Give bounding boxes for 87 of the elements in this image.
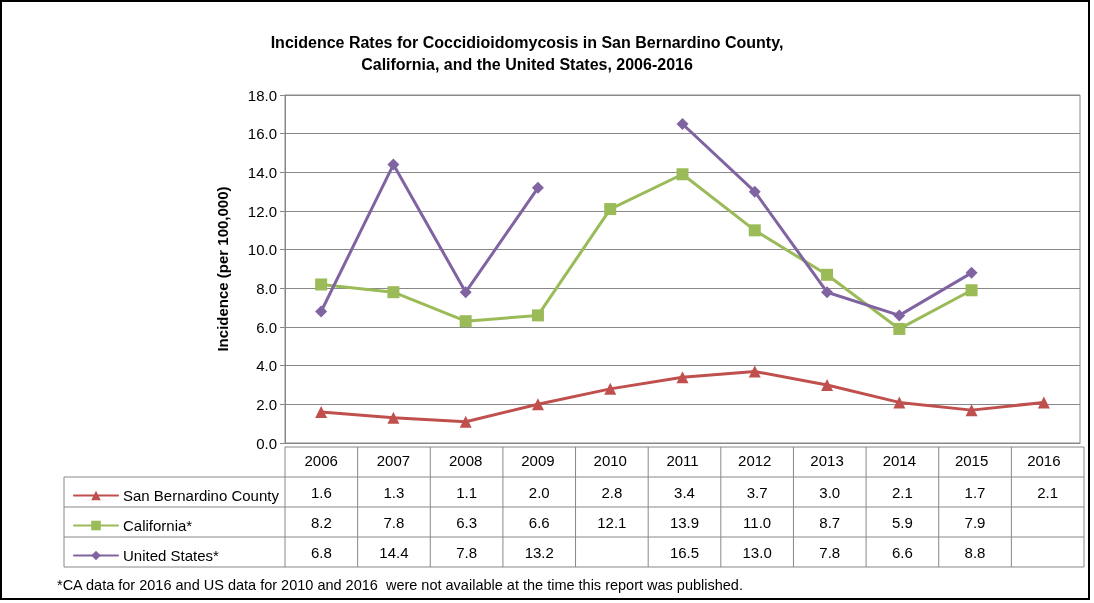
data-label: 1.1 bbox=[456, 483, 478, 501]
point bbox=[459, 415, 472, 428]
data-label: 3.4 bbox=[674, 483, 695, 501]
data-label: 1.6 bbox=[310, 483, 332, 501]
data-label: 7.8 bbox=[383, 513, 405, 531]
data-label: 3.7 bbox=[746, 483, 768, 501]
point bbox=[965, 266, 978, 279]
point bbox=[459, 315, 472, 328]
point bbox=[893, 322, 906, 335]
x-tick-label: 2006 bbox=[304, 452, 338, 469]
data-label: 8.8 bbox=[964, 543, 986, 561]
data-label: 2.8 bbox=[601, 483, 623, 501]
x-tick-label: 2010 bbox=[593, 452, 627, 469]
data-label: 2.1 bbox=[1037, 483, 1059, 501]
point bbox=[821, 379, 834, 391]
y-tick-label: 8.0 bbox=[256, 279, 277, 297]
point bbox=[1037, 396, 1050, 409]
y-tick-label: 12.0 bbox=[247, 202, 277, 220]
y-tick-label: 2.0 bbox=[256, 395, 277, 413]
y-tick-label: 0.0 bbox=[256, 434, 277, 452]
point bbox=[604, 382, 617, 395]
y-tick-label: 14.0 bbox=[247, 163, 277, 181]
data-label: 2.1 bbox=[891, 483, 913, 501]
point bbox=[315, 278, 328, 291]
point bbox=[315, 305, 328, 318]
point bbox=[965, 404, 978, 417]
x-tick-label: 2012 bbox=[738, 452, 772, 469]
point bbox=[893, 309, 906, 322]
point bbox=[531, 398, 544, 411]
point bbox=[748, 185, 761, 198]
legend-label: United States* bbox=[123, 547, 220, 564]
y-tick-label: 10.0 bbox=[247, 241, 277, 259]
point bbox=[821, 268, 834, 281]
data-label: 3.0 bbox=[819, 483, 841, 501]
point bbox=[315, 406, 328, 419]
x-tick-label: 2008 bbox=[448, 452, 483, 469]
data-label: 6.6 bbox=[528, 513, 550, 531]
x-tick-label: 2014 bbox=[882, 452, 917, 469]
x-tick-label: 2011 bbox=[666, 452, 699, 469]
data-label: 13.2 bbox=[524, 543, 554, 561]
data-label: 12.1 bbox=[597, 513, 627, 531]
point bbox=[387, 158, 400, 171]
x-tick-label: 2007 bbox=[376, 452, 411, 469]
point bbox=[676, 168, 689, 181]
data-label: 6.8 bbox=[310, 543, 332, 561]
legend-label: California* bbox=[123, 517, 193, 534]
y-tick-label: 18.0 bbox=[247, 86, 277, 104]
data-label: 6.6 bbox=[891, 543, 913, 561]
point bbox=[531, 181, 544, 194]
point bbox=[459, 286, 472, 299]
data-label: 16.5 bbox=[669, 543, 700, 561]
x-tick-label: 2015 bbox=[954, 452, 989, 469]
data-label: 13.9 bbox=[669, 513, 700, 531]
y-axis-title: Incidence (per 100,000) bbox=[214, 186, 231, 352]
point bbox=[893, 396, 906, 409]
y-tick-label: 6.0 bbox=[256, 318, 277, 336]
chart-title: Incidence Rates for Coccidioidomycosis in San Bernardino County, California, and the United States, 2006-2016 bbox=[270, 33, 784, 73]
data-label: 1.7 bbox=[964, 483, 986, 501]
x-tick-label: 2013 bbox=[810, 452, 844, 469]
x-tick-label: 2016 bbox=[1027, 452, 1061, 469]
data-label: 6.3 bbox=[456, 513, 478, 531]
point bbox=[748, 224, 761, 237]
data-label: 2.0 bbox=[528, 483, 550, 501]
point bbox=[748, 365, 761, 378]
legend-label: San Bernardino County bbox=[123, 487, 280, 504]
data-label: 8.7 bbox=[819, 513, 841, 531]
data-label: 13.0 bbox=[742, 543, 772, 561]
point bbox=[604, 203, 617, 216]
point bbox=[676, 371, 689, 384]
y-tick-label: 16.0 bbox=[247, 125, 277, 143]
data-label: 8.2 bbox=[310, 513, 332, 531]
point bbox=[821, 286, 834, 299]
y-tick-label: 4.0 bbox=[256, 357, 277, 375]
data-label: 7.8 bbox=[456, 543, 478, 561]
text: *CA data for 2016 and US data for 2010 and 2016 were not available at the time this report was published. bbox=[57, 577, 743, 593]
data-label: 7.8 bbox=[819, 543, 841, 561]
point bbox=[676, 118, 689, 130]
point bbox=[531, 309, 544, 322]
data-label: 14.4 bbox=[379, 543, 409, 561]
point bbox=[965, 284, 978, 297]
data-label: 1.3 bbox=[383, 483, 405, 501]
data-label: 7.9 bbox=[964, 513, 986, 531]
data-label: 11.0 bbox=[743, 513, 772, 531]
x-tick-label: 2009 bbox=[521, 452, 555, 469]
data-label: 5.9 bbox=[891, 513, 913, 531]
point bbox=[387, 411, 400, 424]
point bbox=[387, 286, 400, 299]
